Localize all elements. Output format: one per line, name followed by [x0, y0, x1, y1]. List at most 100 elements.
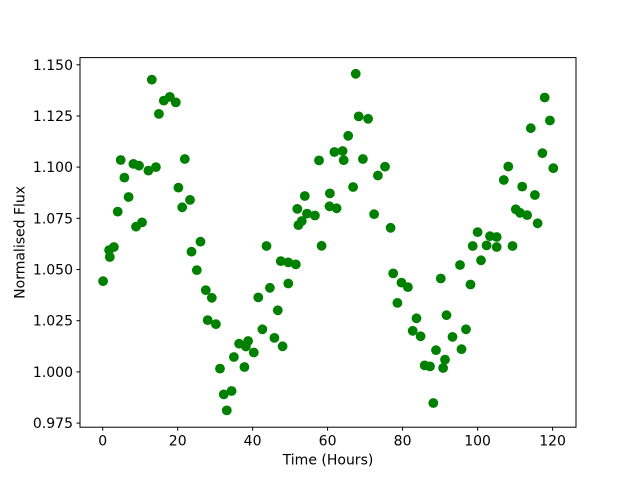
y-tick-label: 0.975: [33, 416, 73, 432]
data-point: [522, 210, 532, 221]
data-point: [211, 319, 221, 330]
data-point: [275, 256, 286, 266]
data-point: [392, 298, 403, 308]
data-point: [425, 361, 435, 372]
data-point: [461, 324, 471, 335]
data-point: [411, 313, 422, 324]
data-point: [447, 332, 458, 342]
y-tick-label: 1.100: [33, 160, 73, 176]
data-point: [226, 386, 237, 396]
data-point: [253, 292, 264, 303]
data-point: [314, 155, 324, 166]
data-point: [476, 255, 486, 266]
y-tick-label: 1.000: [33, 365, 73, 381]
data-point: [243, 336, 254, 346]
y-tick-label: 1.075: [33, 211, 73, 227]
data-point: [491, 242, 502, 252]
data-point: [299, 191, 310, 201]
data-point: [403, 282, 413, 292]
data-point: [467, 241, 478, 251]
data-point: [218, 389, 229, 400]
data-point: [537, 148, 548, 159]
data-point: [525, 123, 536, 134]
x-tick-label: 80: [394, 434, 412, 450]
data-point: [200, 285, 211, 296]
data-point: [265, 282, 275, 293]
data-point: [186, 246, 197, 257]
data-point: [503, 161, 514, 172]
data-point: [143, 165, 154, 176]
data-point: [151, 162, 161, 173]
data-point: [177, 202, 188, 213]
data-point: [491, 232, 502, 242]
data-point: [545, 115, 555, 126]
data-point: [507, 241, 518, 251]
data-point: [380, 161, 390, 172]
data-point: [350, 68, 361, 79]
data-point: [296, 216, 307, 226]
data-point: [441, 310, 452, 321]
data-point: [548, 163, 559, 174]
data-point: [325, 188, 335, 199]
x-axis-ticks: 0 20 40 60 80 100 120: [98, 427, 566, 450]
data-point: [179, 154, 190, 164]
x-axis-label: Time (Hours): [282, 453, 374, 469]
data-point: [530, 190, 540, 200]
data-point: [388, 268, 399, 279]
y-tick-label: 1.025: [33, 314, 73, 330]
data-point: [283, 278, 294, 289]
data-point: [302, 208, 312, 219]
data-point: [428, 398, 439, 408]
data-point: [206, 292, 217, 303]
y-axis-ticks: 0.975 1.000 1.025 1.050 1.075 1.100 1.125 1.150: [33, 58, 80, 432]
data-point: [119, 172, 130, 183]
data-point: [532, 218, 543, 229]
data-point: [358, 154, 368, 164]
data-point: [215, 363, 225, 374]
data-point: [239, 362, 250, 372]
data-point: [134, 160, 144, 171]
data-point: [98, 276, 108, 287]
data-point: [272, 305, 283, 316]
data-point: [109, 242, 119, 252]
x-tick-label: 100: [464, 434, 491, 450]
data-point: [146, 74, 157, 85]
data-point: [329, 147, 340, 157]
data-point: [343, 130, 354, 141]
x-tick-label: 0: [98, 434, 107, 450]
data-point: [154, 109, 164, 119]
data-point: [407, 325, 418, 336]
data-point: [261, 241, 272, 251]
data-point: [257, 324, 268, 335]
data-point: [137, 217, 147, 228]
x-tick-label: 120: [539, 434, 566, 450]
x-tick-label: 40: [244, 434, 262, 450]
y-tick-label: 1.050: [33, 263, 73, 279]
data-point: [283, 257, 294, 268]
data-point: [202, 315, 213, 325]
axes-spines: [79, 57, 577, 428]
x-tick-label: 20: [169, 434, 187, 450]
data-point: [438, 363, 448, 373]
data-point: [269, 333, 280, 343]
data-point: [170, 97, 181, 108]
data-point: [385, 222, 396, 233]
data-point: [185, 195, 195, 205]
data-point: [363, 113, 373, 124]
data-point: [348, 182, 358, 192]
data-point: [112, 206, 123, 217]
data-point: [369, 209, 379, 220]
data-point: [337, 146, 348, 156]
data-point: [195, 236, 206, 247]
data-point: [331, 203, 342, 214]
data-point: [115, 155, 126, 165]
data-point: [248, 347, 259, 358]
data-point: [104, 252, 115, 262]
data-point: [455, 260, 465, 270]
data-point: [456, 344, 467, 355]
data-point: [373, 170, 383, 181]
data-point: [415, 331, 426, 342]
data-point: [465, 279, 476, 290]
